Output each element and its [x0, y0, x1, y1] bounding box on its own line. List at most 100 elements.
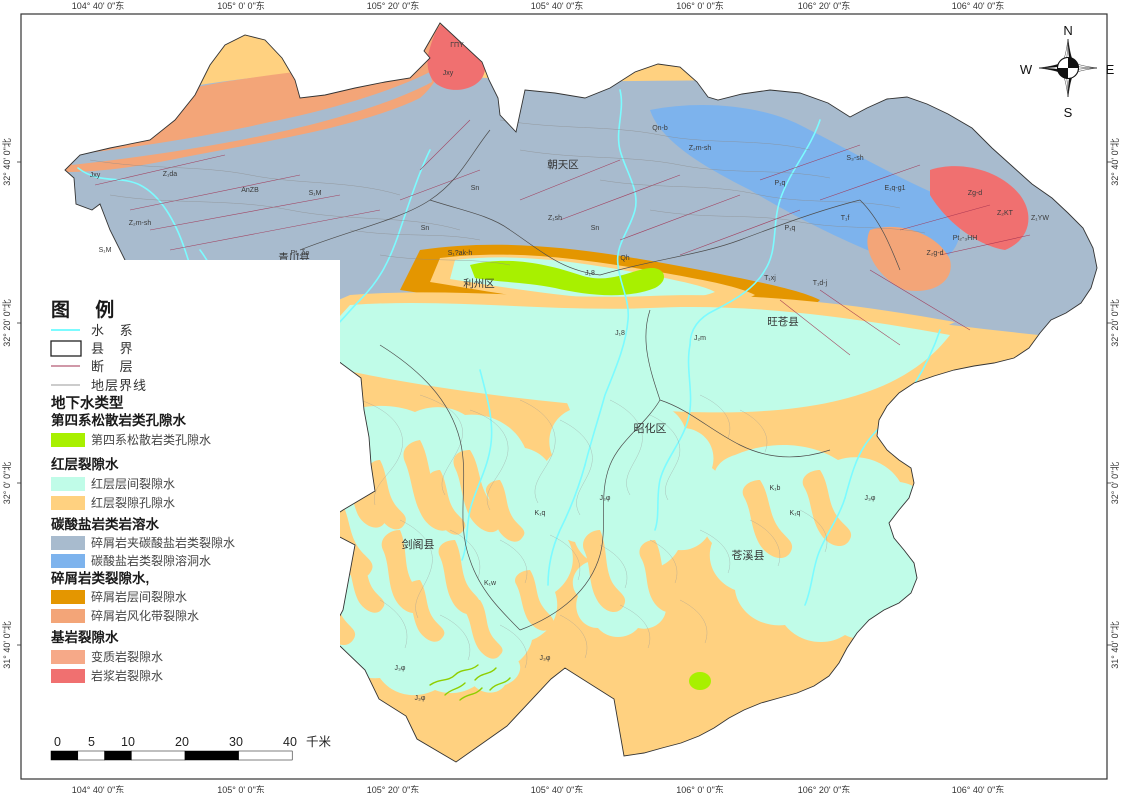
svg-text:Qn-b: Qn-b	[652, 125, 668, 132]
svg-text:K₁q: K₁q	[790, 510, 801, 517]
svg-text:20: 20	[175, 735, 189, 749]
svg-text:J₁8: J₁8	[585, 270, 595, 277]
svg-text:W: W	[1020, 62, 1033, 77]
svg-text:J₃φ: J₃φ	[600, 495, 611, 502]
svg-text:Pt₁,δo: Pt₁,δo	[291, 250, 310, 257]
svg-text:Jxy: Jxy	[443, 70, 454, 77]
svg-text:Z₂g-d: Z₂g-d	[926, 250, 943, 257]
svg-text:基岩裂隙水: 基岩裂隙水	[51, 629, 119, 645]
svg-text:5: 5	[88, 735, 95, 749]
svg-text:105° 40' 0"东: 105° 40' 0"东	[531, 0, 584, 11]
svg-text:E: E	[1106, 62, 1115, 77]
svg-text:朝天区: 朝天区	[547, 159, 579, 171]
svg-text:碎屑岩类裂隙水,: 碎屑岩类裂隙水,	[51, 570, 149, 586]
svg-text:T₁d-j: T₁d-j	[813, 280, 828, 287]
svg-text:31° 40' 0"北: 31° 40' 0"北	[1110, 621, 1120, 669]
svg-text:32° 0' 0"北: 32° 0' 0"北	[2, 462, 12, 505]
svg-text:Zg-d: Zg-d	[968, 190, 983, 197]
svg-text:40: 40	[283, 735, 297, 749]
svg-text:昭化区: 昭化区	[634, 421, 667, 435]
svg-text:Pt₂-₃HH: Pt₂-₃HH	[953, 235, 978, 242]
svg-text:P₁q: P₁q	[785, 225, 796, 232]
svg-text:碎屑岩层间裂隙水: 碎屑岩层间裂隙水	[91, 589, 187, 604]
svg-text:N: N	[1063, 23, 1072, 38]
svg-text:S: S	[1064, 105, 1073, 120]
svg-text:苍溪县: 苍溪县	[732, 549, 765, 562]
svg-text:106° 0' 0"东: 106° 0' 0"东	[676, 0, 724, 11]
svg-text:105° 40' 0"东: 105° 40' 0"东	[531, 784, 584, 793]
svg-text:32° 0' 0"北: 32° 0' 0"北	[1110, 462, 1120, 505]
svg-text:利州区: 利州区	[463, 278, 495, 290]
svg-text:红层层间裂隙水: 红层层间裂隙水	[91, 476, 175, 491]
svg-text:断 层: 断 层	[91, 359, 139, 374]
svg-text:32° 20' 0"北: 32° 20' 0"北	[2, 299, 12, 347]
svg-text:K₁w: K₁w	[484, 580, 497, 587]
svg-text:地层界线: 地层界线	[91, 378, 147, 393]
svg-text:水 系: 水 系	[91, 323, 139, 338]
svg-text:碳酸盐岩类岩溶水: 碳酸盐岩类岩溶水	[51, 516, 159, 532]
svg-text:Sn: Sn	[471, 185, 480, 192]
svg-text:Z₁da: Z₁da	[163, 171, 178, 178]
svg-text:剑阁县: 剑阁县	[402, 537, 435, 551]
svg-text:0: 0	[54, 735, 61, 749]
svg-text:J₂m: J₂m	[694, 335, 706, 342]
svg-text:T₁f: T₁f	[841, 215, 850, 222]
svg-text:105° 20' 0"东: 105° 20' 0"东	[367, 784, 420, 793]
svg-text:104° 40' 0"东: 104° 40' 0"东	[72, 0, 125, 11]
svg-text:S₁M: S₁M	[99, 247, 112, 254]
svg-text:红层裂隙孔隙水: 红层裂隙孔隙水	[91, 495, 175, 510]
svg-text:106° 40' 0"东: 106° 40' 0"东	[952, 784, 1005, 793]
svg-text:106° 20' 0"东: 106° 20' 0"东	[798, 784, 851, 793]
svg-text:S₁?ak-h: S₁?ak-h	[448, 250, 473, 257]
svg-text:地下水类型: 地下水类型	[51, 394, 124, 412]
svg-text:变质岩裂隙水: 变质岩裂隙水	[91, 649, 163, 664]
svg-text:32° 20' 0"北: 32° 20' 0"北	[1110, 299, 1120, 347]
svg-text:县 界: 县 界	[91, 341, 139, 356]
svg-text:碎屑岩夹碳酸盐岩类裂隙水: 碎屑岩夹碳酸盐岩类裂隙水	[91, 535, 235, 550]
svg-text:S₃-sh: S₃-sh	[846, 155, 863, 162]
svg-text:Z₁sh: Z₁sh	[548, 215, 562, 222]
svg-text:J₃φ: J₃φ	[540, 655, 551, 662]
svg-text:32° 40' 0"北: 32° 40' 0"北	[1110, 138, 1120, 186]
svg-text:105° 0' 0"东: 105° 0' 0"东	[217, 784, 265, 793]
svg-text:Z₂m-sh: Z₂m-sh	[689, 145, 712, 152]
svg-text:ΓΠΥ: ΓΠΥ	[450, 42, 464, 49]
svg-text:J₃φ: J₃φ	[865, 495, 876, 502]
svg-text:106° 0' 0"东: 106° 0' 0"东	[676, 784, 724, 793]
svg-text:Z₂m-sh: Z₂m-sh	[129, 220, 152, 227]
svg-text:106° 40' 0"东: 106° 40' 0"东	[952, 0, 1005, 11]
svg-text:Qh: Qh	[620, 255, 629, 262]
svg-text:31° 40' 0"北: 31° 40' 0"北	[2, 621, 12, 669]
svg-text:AnZB: AnZB	[241, 187, 259, 194]
svg-text:104° 40' 0"东: 104° 40' 0"东	[72, 784, 125, 793]
svg-text:Z₁YW: Z₁YW	[1031, 215, 1049, 222]
svg-text:T₁xj: T₁xj	[764, 275, 776, 282]
svg-text:Sn: Sn	[421, 225, 430, 232]
svg-text:岩浆岩裂隙水: 岩浆岩裂隙水	[91, 668, 163, 683]
svg-text:K₁q: K₁q	[535, 510, 546, 517]
svg-text:P₁q: P₁q	[775, 180, 786, 187]
svg-text:Sn: Sn	[591, 225, 600, 232]
svg-text:第四系松散岩类孔隙水: 第四系松散岩类孔隙水	[51, 412, 186, 428]
svg-text:10: 10	[121, 735, 135, 749]
svg-text:图 例: 图 例	[51, 298, 124, 321]
svg-text:第四系松散岩类孔隙水: 第四系松散岩类孔隙水	[91, 432, 211, 447]
svg-text:Jxy: Jxy	[90, 172, 101, 179]
svg-text:红层裂隙水: 红层裂隙水	[51, 456, 119, 472]
svg-text:105° 20' 0"东: 105° 20' 0"东	[367, 0, 420, 11]
svg-text:106° 20' 0"东: 106° 20' 0"东	[798, 0, 851, 11]
svg-text:J₃φ: J₃φ	[395, 665, 406, 672]
svg-text:碎屑岩风化带裂隙水: 碎屑岩风化带裂隙水	[91, 608, 199, 623]
svg-text:32° 40' 0"北: 32° 40' 0"北	[2, 138, 12, 186]
svg-text:千米: 千米	[306, 735, 332, 749]
svg-text:30: 30	[229, 735, 243, 749]
svg-text:J₁8: J₁8	[615, 330, 625, 337]
svg-text:Z₂KT: Z₂KT	[997, 210, 1014, 217]
svg-text:旺苍县: 旺苍县	[767, 315, 799, 328]
svg-text:105° 0' 0"东: 105° 0' 0"东	[217, 0, 265, 11]
svg-text:J₃φ: J₃φ	[415, 695, 426, 702]
svg-text:S₁M: S₁M	[309, 190, 322, 197]
svg-text:K₁b: K₁b	[770, 485, 781, 492]
svg-text:E₁q-g1: E₁q-g1	[884, 185, 905, 192]
svg-text:碳酸盐岩类裂隙溶洞水: 碳酸盐岩类裂隙溶洞水	[91, 553, 211, 568]
